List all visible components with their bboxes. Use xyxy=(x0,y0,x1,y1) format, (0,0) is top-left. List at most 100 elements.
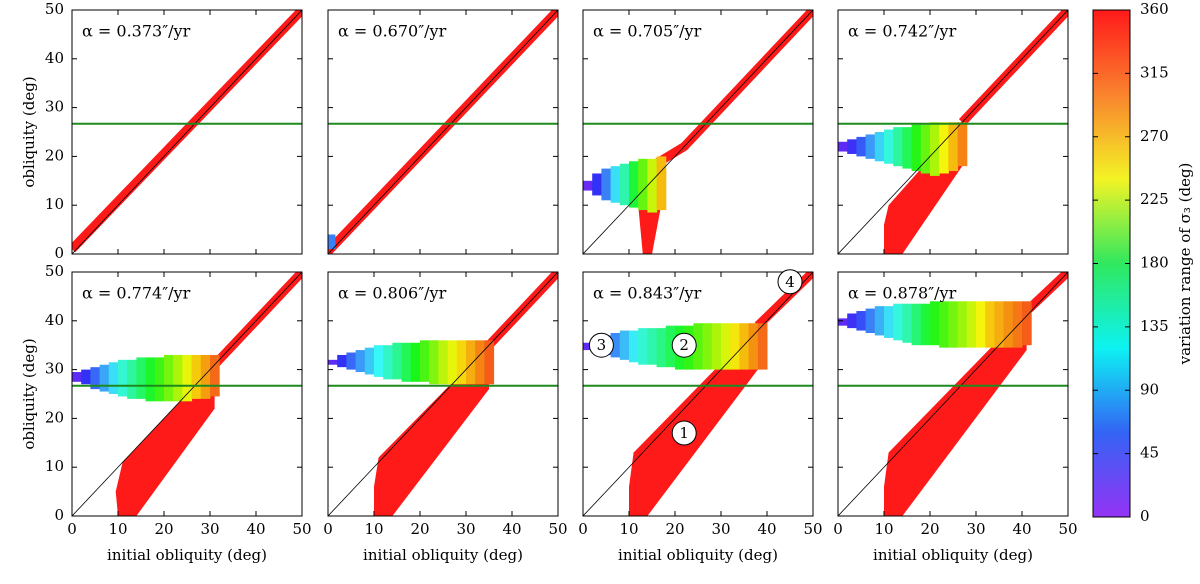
plateau-column xyxy=(127,359,137,399)
plateau-column xyxy=(665,325,676,368)
colorbar-tick-label: 270 xyxy=(1140,127,1169,145)
panel-annotation: α = 0.806″/yr xyxy=(338,284,447,303)
plateau-column xyxy=(920,124,931,174)
plateau-column xyxy=(939,301,949,348)
plateau-column xyxy=(610,333,621,358)
plateau-column xyxy=(200,354,211,399)
plateau-column xyxy=(884,306,894,338)
y-tick-label: 30 xyxy=(45,360,64,378)
panel-annotation: α = 0.774″/yr xyxy=(82,284,191,303)
y-tick-label: 0 xyxy=(54,244,64,262)
frame xyxy=(327,271,559,517)
frame xyxy=(71,9,303,255)
plateau-column xyxy=(601,168,612,201)
plateau-column xyxy=(902,303,913,343)
frame xyxy=(582,271,814,517)
frame xyxy=(71,271,303,517)
x-tick-label: 50 xyxy=(548,520,567,538)
plateau-column xyxy=(164,354,174,402)
x-axis-label: initial obliquity (deg) xyxy=(363,546,523,564)
x-tick-label: 10 xyxy=(874,520,893,538)
plateau-column xyxy=(711,323,722,370)
panel xyxy=(72,10,302,254)
x-tick-label: 0 xyxy=(323,520,333,538)
colorbar-tick-label: 360 xyxy=(1140,0,1169,18)
y-tick-label: 40 xyxy=(45,311,64,329)
colorbar-tick-label: 45 xyxy=(1140,444,1159,462)
diagonal-band xyxy=(72,10,302,253)
y-tick-label: 30 xyxy=(45,98,64,116)
diagonal-band xyxy=(1023,272,1068,315)
panel-annotation: α = 0.670″/yr xyxy=(338,22,447,41)
colorbar-tick-label: 180 xyxy=(1140,254,1169,272)
plateau-column xyxy=(475,340,485,385)
plateau-column xyxy=(610,166,621,203)
plateau-column xyxy=(939,122,949,174)
plateau-column xyxy=(108,362,119,394)
plateau-column xyxy=(856,136,867,157)
marker-circle xyxy=(671,420,697,446)
plateau-column xyxy=(874,132,885,162)
plateau-column xyxy=(410,342,421,382)
identity-line xyxy=(838,272,1068,516)
plateau-column xyxy=(702,323,713,370)
colorbar xyxy=(1092,9,1131,518)
plateau-column xyxy=(948,122,959,172)
plateau-column xyxy=(930,122,940,176)
plateau-column xyxy=(838,318,848,326)
plateau-column xyxy=(401,342,412,382)
frame xyxy=(837,9,1069,255)
x-tick-label: 20 xyxy=(154,520,173,538)
frame xyxy=(582,9,814,255)
plateau-column xyxy=(957,122,968,167)
marker-label: 1 xyxy=(679,424,689,442)
plateau-column xyxy=(1022,301,1032,346)
panel-annotation: α = 0.705″/yr xyxy=(593,22,702,41)
marker-circle xyxy=(588,332,614,358)
plateau-column xyxy=(346,352,357,370)
plateau-column xyxy=(693,323,704,370)
plateau-column xyxy=(721,323,731,370)
plateau-column xyxy=(739,323,750,370)
x-tick-label: 30 xyxy=(456,520,475,538)
colorbar-tick-label: 315 xyxy=(1140,63,1169,81)
colorbar-tick-label: 90 xyxy=(1140,380,1159,398)
plateau-column xyxy=(583,180,593,191)
diagonal-band xyxy=(754,272,813,329)
plateau-column xyxy=(383,345,393,380)
plateau-column xyxy=(920,303,931,346)
plateau-column xyxy=(429,340,439,385)
plateau-column xyxy=(154,357,165,402)
plateau-column xyxy=(930,301,940,346)
frame xyxy=(837,271,1069,517)
lower-branch xyxy=(115,364,215,516)
plateau-column xyxy=(364,347,375,375)
plateau-column xyxy=(583,342,593,351)
x-tick-label: 10 xyxy=(364,520,383,538)
colorbar-tick-label: 135 xyxy=(1140,317,1169,335)
plateau-column xyxy=(173,354,183,402)
plateau-column xyxy=(337,354,347,368)
plateau-column xyxy=(985,301,995,348)
x-tick-label: 10 xyxy=(619,520,638,538)
plateau-column xyxy=(757,323,768,370)
plateau-column xyxy=(838,141,848,152)
frame xyxy=(327,9,559,255)
y-axis-label: obliquity (deg) xyxy=(20,76,38,187)
x-tick-label: 0 xyxy=(578,520,588,538)
marker-label: 3 xyxy=(597,336,607,354)
plateau-column xyxy=(182,354,193,402)
plateau-column xyxy=(328,234,336,250)
plateau-column xyxy=(638,328,648,365)
plateau-column xyxy=(392,342,403,380)
identity-line xyxy=(72,10,302,254)
plateau-column xyxy=(420,340,430,382)
plateau-column xyxy=(90,367,101,390)
plateau-column xyxy=(911,303,922,346)
plateau-column xyxy=(647,158,658,213)
x-tick-label: 40 xyxy=(246,520,265,538)
plateau-column xyxy=(730,323,740,370)
x-axis-label: initial obliquity (deg) xyxy=(107,546,267,564)
identity-line xyxy=(72,272,302,516)
